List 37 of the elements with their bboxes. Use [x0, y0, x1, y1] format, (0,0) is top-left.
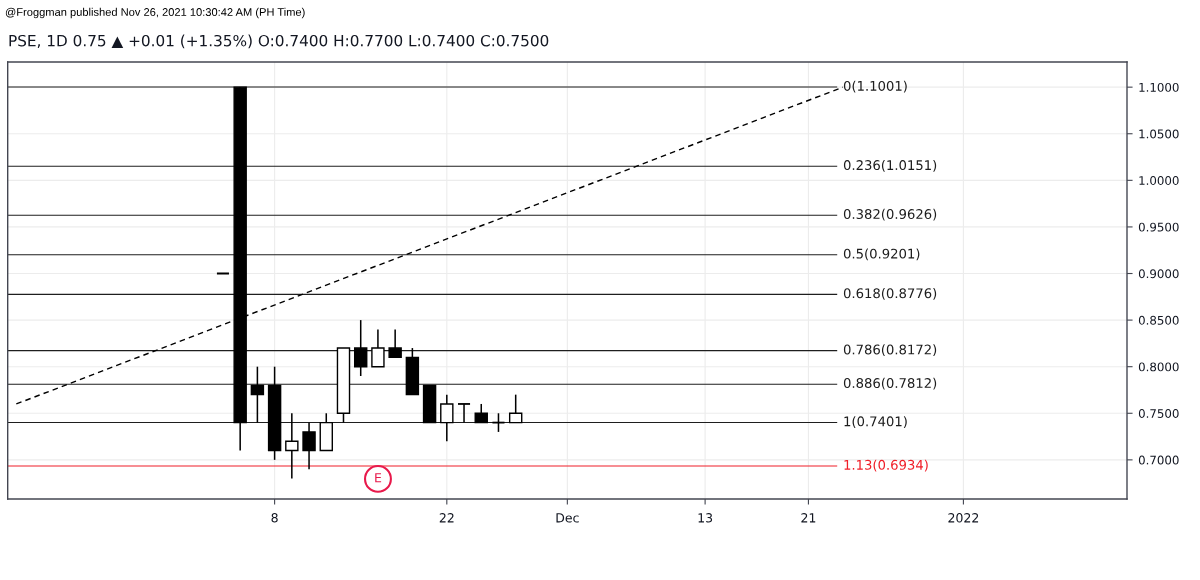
- ref-line-label: 0.5(0.9201): [843, 248, 920, 261]
- y-tick-label: 1.0500: [1139, 129, 1179, 139]
- candlestick: [440, 393, 454, 442]
- chart-title: PSE, 1D 0.75 ▲ +0.01 (+1.35%) O:0.7400 H:0.7700 L:0.7400 C:0.7500: [9, 34, 549, 49]
- y-tick-label: 0.9000: [1138, 269, 1179, 279]
- ref-line-label: 0.886(0.7812): [843, 377, 937, 390]
- y-tick-label: 0.7000: [1138, 455, 1179, 465]
- x-tick-label: 22: [439, 513, 454, 523]
- candlestick: [508, 393, 523, 424]
- annotation: E: [375, 473, 382, 483]
- ref-line-label: 1.13(0.6934): [844, 459, 928, 472]
- x-tick-label: 13: [698, 513, 713, 523]
- ref-line-label: 0.786(0.8172): [843, 344, 937, 357]
- x-tick-label: 21: [801, 513, 816, 523]
- ref-line-label: 0.236(1.0151): [843, 159, 937, 172]
- candlestick: [388, 328, 402, 359]
- y-tick-label: 0.7500: [1138, 409, 1179, 418]
- x-tick-label: Dec: [556, 513, 579, 523]
- candlestick: [285, 412, 299, 480]
- x-tick-label: 8: [271, 513, 278, 523]
- y-tick-label: 1.1000: [1139, 82, 1179, 92]
- text: @Froggman published Nov 26, 2021 10:30:42 AM (PH Time): [5, 7, 305, 19]
- ref-line-label: 0(1.1001): [843, 80, 907, 93]
- y-tick-label: 0.9500: [1138, 222, 1179, 232]
- x-tick-label: 2022: [948, 513, 979, 523]
- candlestick: [474, 403, 488, 424]
- candlestick: [371, 328, 385, 368]
- ref-line-label: 1(0.7401): [844, 416, 907, 428]
- y-tick-label: 1.0000: [1139, 176, 1179, 185]
- ref-line-label: 0.382(0.9626): [843, 208, 937, 221]
- y-tick-label: 0.8000: [1138, 362, 1179, 372]
- candlestick: [457, 403, 471, 424]
- y-tick-label: 0.8500: [1138, 315, 1179, 325]
- candlestick: [353, 319, 368, 377]
- ref-line-label: 0.618(0.8776): [843, 288, 937, 300]
- candlestick: [302, 421, 316, 470]
- candlestick: [250, 365, 265, 424]
